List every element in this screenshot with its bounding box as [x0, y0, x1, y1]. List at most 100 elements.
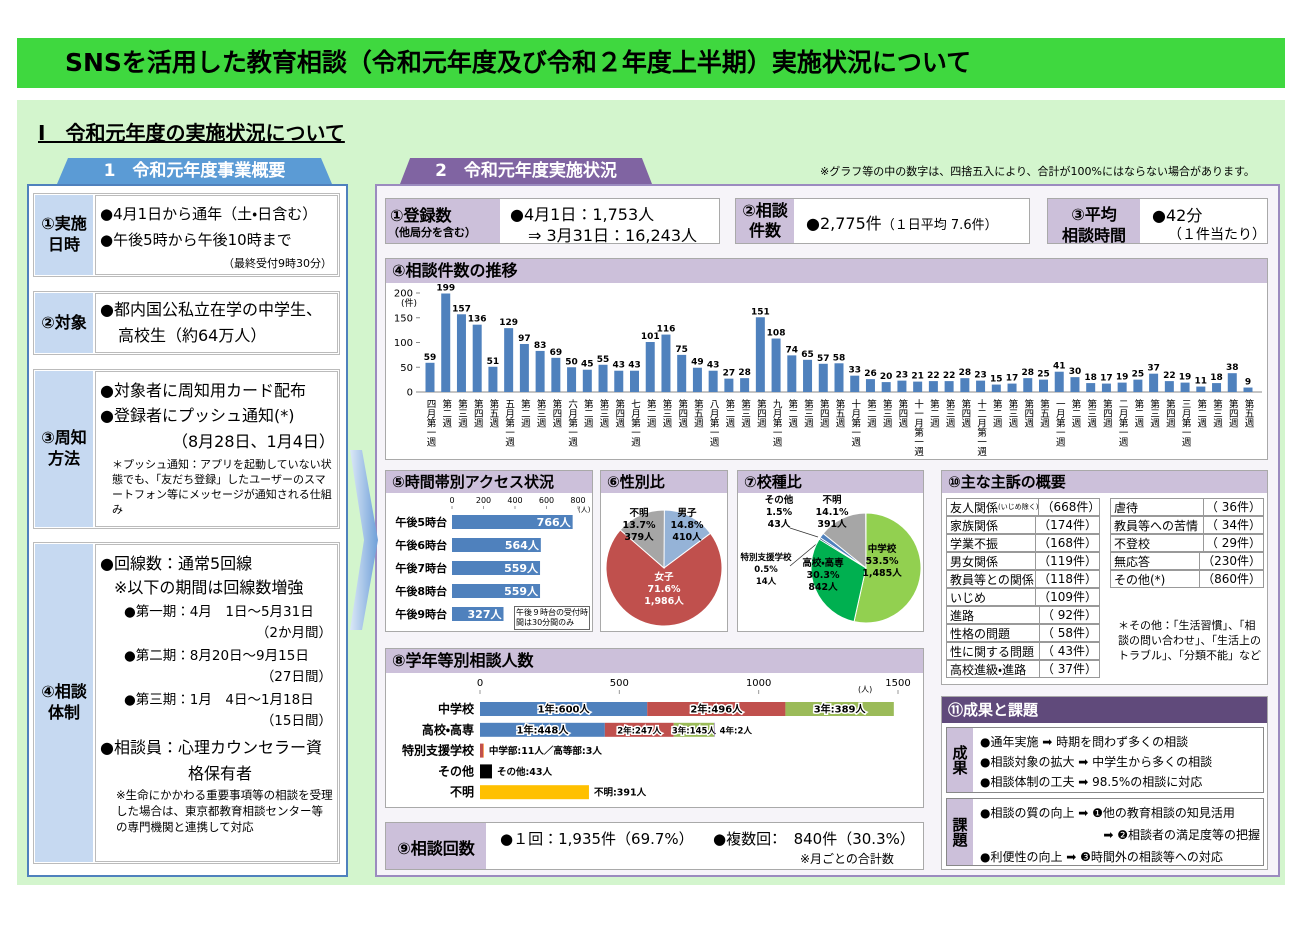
complaint-name: 高校進級・進路 [950, 662, 1027, 677]
row-frame [33, 369, 340, 529]
row-line: ●第三期：1月 4日～1月18日 [124, 692, 314, 708]
duration-label: 相談時間 [1061, 226, 1126, 245]
row-label: ②対象 [35, 293, 93, 353]
complaint-count: （118件） [1035, 571, 1099, 587]
row-cell [95, 195, 338, 275]
complaint-row: 家族関係 （174件） [946, 516, 1100, 534]
weekly-box [385, 258, 1268, 460]
complaint-name: その他(*) [1114, 572, 1166, 587]
complaint-row: 教員等との関係 （118件） [946, 570, 1100, 588]
outcomes-title: ⑪成果と課題 [942, 697, 1267, 723]
row-line: ●登録者にプッシュ通知(*) [100, 406, 295, 425]
row-line: ●都内国公私立在学の中学生、高校生（約64万人） [100, 300, 322, 345]
complaints-title: ⑩主な主訴の概要 [942, 471, 1267, 493]
title: SNSを活用した教育相談（令和元年度及び令和２年度上半期）実施状況について [65, 48, 972, 77]
issues-frame [946, 798, 1264, 866]
row-line: ●4月1日から通年（土・日含む） [100, 205, 318, 223]
school-title: ⑦校種比 [738, 471, 923, 493]
row-cell [95, 544, 338, 862]
complaint-name: 無応答 [1114, 554, 1151, 569]
row-frame [33, 193, 340, 277]
complaint-name: 家族関係 [950, 518, 999, 533]
issues-line: ➡ ❷相談者の満足度等の把握 [1103, 828, 1260, 842]
complaint-row: 性に関する問題（ 43件） [946, 642, 1100, 660]
results-line: ●通年実施 ➡ 時期を問わず多くの相談 [980, 735, 1189, 749]
weekly-title: ④相談件数の推移 [386, 259, 1267, 283]
status-note: ※グラフ等の中の数字は、四捨五入により、合計が100%にはならない場合があります… [820, 165, 1255, 178]
row-line: ●相談員：心理カウンセラー資格保有者 [100, 738, 322, 783]
consultations-label: ②相談件数 [736, 199, 794, 243]
duration-sub: （１件当たり） [1168, 227, 1266, 243]
complaint-count: （668件） [1038, 499, 1102, 515]
issues-line: ●相談の質の向上 ➡ ❶他の教育相談の知見活用 [980, 806, 1235, 820]
registrations-line: ⇒ 3月31日：16,243人 [528, 226, 698, 245]
section-title: Ⅰ 令和元年度の実施状況について [38, 121, 345, 145]
complaint-row: その他(*) （860件） [1110, 570, 1264, 588]
complaint-count: （174件） [1035, 517, 1099, 533]
complaint-name: 性に関する問題 [950, 644, 1035, 659]
complaint-name: 友人関係 [950, 500, 999, 515]
results-line: ●相談体制の工夫 ➡ 98.5%の相談に対応 [980, 775, 1203, 789]
results-label: 成果 [947, 728, 973, 792]
row-cell [95, 371, 338, 527]
gender-title: ⑥性別比 [601, 471, 727, 493]
row-line: ●第二期：8月20日～9月15日 [124, 648, 309, 664]
complaint-count: （ 29件） [1202, 535, 1263, 551]
complaints-note: ＊その他：「生活習慣」、「相談の問い合わせ」、「生活上のトラブル」、「分類不能」… [1118, 619, 1261, 662]
consultations-value: ●2,775件（１日平均 7.6件） [806, 210, 998, 234]
complaint-row: 虐待 （ 36件） [1110, 498, 1264, 516]
complaint-sub: (いじめ除く) [998, 503, 1039, 511]
row-label: ①実施日時 [35, 195, 93, 275]
complaint-count: （109件） [1035, 589, 1099, 605]
complaint-count: （119件） [1035, 553, 1099, 569]
hourly-note: 午後９時台の受付時間は30分間のみ [514, 606, 590, 630]
complaint-row: 無応答 （230件） [1110, 552, 1264, 570]
sessions-label: ⑨相談回数 [397, 839, 475, 858]
complaint-name: 教員等への苦情 [1114, 518, 1199, 533]
status-tab: 2 令和元年度実施状況 [400, 158, 652, 184]
complaint-row: 不登校 （ 29件） [1110, 534, 1264, 552]
registrations-label: ①登録数 [390, 206, 452, 225]
consultations-text: ●2,775件 [806, 214, 882, 233]
label-cell [1048, 199, 1140, 243]
complaint-name: 不登校 [1114, 536, 1151, 551]
complaint-row: 男女関係 （119件） [946, 552, 1100, 570]
gender-box [600, 470, 728, 632]
complaint-count: （168件） [1035, 535, 1099, 551]
complaint-row: 教員等への苦情（ 34件） [1110, 516, 1264, 534]
complaint-count: （ 92件） [1038, 607, 1099, 623]
complaint-name: 男女関係 [950, 554, 999, 569]
grade-title: ⑧学年等別相談人数 [386, 649, 923, 673]
sessions-line: ●１回：1,935件（69.7%） [500, 830, 694, 848]
issues-label: 課題 [947, 799, 973, 865]
school-box [737, 470, 924, 632]
row-line: ●午後5時から午後10時まで [100, 231, 292, 249]
registrations-line: ●4月1日：1,753人 [510, 205, 655, 224]
issues-line: ●利便性の向上 ➡ ❸時間外の相談等への対応 [980, 850, 1223, 864]
complaint-row: 高校進級・進路 （ 37件） [946, 660, 1100, 678]
hourly-title: ⑤時間帯別アクセス状況 [386, 471, 592, 493]
row-line: （8月28日、1月4日） [172, 432, 335, 451]
complaint-row: いじめ （109件） [946, 588, 1100, 606]
row-line: （27日間） [260, 669, 332, 685]
row-line: ●対象者に周知用カード配布 [100, 381, 306, 400]
row-line: （2か月間） [255, 625, 332, 641]
overview-tab: 1 令和元年度事業概要 [57, 158, 332, 184]
duration-text: ●42分 [1152, 206, 1203, 225]
row-note: （最終受付9時30分） [223, 257, 332, 270]
results-frame [946, 727, 1264, 793]
complaint-name: 教員等との関係 [950, 572, 1034, 587]
complaint-name: いじめ [950, 590, 987, 605]
complaint-count: （860件） [1199, 571, 1263, 587]
row-line: ●第一期：4月 1日～5月31日 [124, 604, 314, 620]
label-cell [386, 823, 486, 869]
complaint-row: 友人関係 (いじめ除く) （668件） [946, 498, 1100, 516]
row-label: ④相談体制 [35, 544, 93, 862]
complaint-count: （230件） [1199, 553, 1263, 569]
complaint-name: 性格の問題 [950, 626, 1011, 641]
row-line: （15日間） [260, 713, 332, 729]
complaint-name: 虐待 [1114, 500, 1139, 515]
registrations-sublabel: （他局分を含む） [388, 226, 476, 239]
row-note: ＊プッシュ通知：アプリを起動していない状態でも、「友だち登録」したユーザーのスマ… [112, 458, 332, 516]
